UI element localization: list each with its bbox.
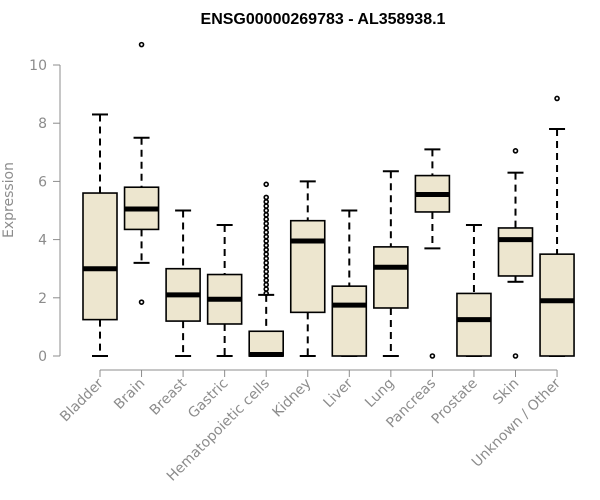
outlier-point	[263, 246, 270, 253]
iqr-box	[497, 227, 534, 277]
outlier-point	[263, 264, 270, 271]
x-tick-label: Lung	[362, 376, 397, 411]
box-hematopoietic-cells	[248, 181, 284, 358]
box-breast	[165, 209, 201, 357]
outlier-point	[263, 273, 270, 279]
x-tick-label: Brain	[111, 376, 148, 413]
box-brain	[123, 41, 160, 305]
outlier-point	[263, 281, 270, 288]
outlier-point	[263, 251, 270, 257]
outlier-point	[263, 220, 270, 227]
x-tick-label: Liver	[321, 375, 357, 411]
outlier-point	[263, 286, 270, 292]
x-tick-label: Breast	[147, 375, 191, 419]
iqr-box	[456, 292, 492, 357]
x-tick-label: Bladder	[57, 375, 107, 425]
box-unknown-other	[539, 95, 575, 357]
y-tick-label: 6	[38, 174, 47, 190]
box-pancreas	[414, 148, 451, 359]
iqr-box	[539, 253, 575, 357]
outlier-point	[554, 95, 560, 102]
outlier-point	[512, 148, 519, 154]
x-tick-label: Kidney	[270, 376, 315, 421]
outlier-point	[263, 198, 270, 205]
y-axis: 0 2 4 6 8 10	[29, 58, 61, 365]
iqr-box	[289, 219, 326, 314]
outlier-point	[263, 207, 270, 214]
y-tick-label: 0	[38, 349, 47, 365]
iqr-box	[248, 330, 284, 357]
outlier-point	[263, 238, 270, 244]
box-prostate	[456, 224, 492, 357]
box-bladder	[82, 113, 118, 357]
box-skin	[497, 148, 534, 359]
outlier-point	[263, 225, 270, 231]
outlier-point	[263, 233, 270, 240]
x-tick-label: Prostate	[429, 376, 481, 428]
box-kidney	[289, 180, 326, 357]
outlier-point	[512, 353, 519, 359]
iqr-box	[331, 285, 368, 357]
outlier-point	[138, 299, 145, 305]
y-tick-label: 2	[38, 291, 47, 307]
x-tick-label: Skin	[490, 376, 522, 408]
outlier-point	[263, 194, 270, 201]
outlier-point	[263, 181, 270, 188]
box-lung	[373, 170, 409, 357]
chart-title: ENSG00000269783 - AL358938.1	[201, 11, 446, 28]
box-gastric	[206, 224, 243, 357]
outlier-point	[263, 242, 270, 249]
outlier-point	[263, 216, 270, 223]
y-axis-label: Expression	[1, 162, 17, 238]
y-tick-label: 8	[38, 116, 47, 132]
outlier-point	[138, 41, 145, 48]
box-liver	[331, 209, 368, 357]
y-tick-label: 4	[38, 233, 47, 249]
outlier-point	[263, 290, 270, 297]
y-tick-label: 10	[29, 58, 47, 74]
boxes-group	[82, 41, 575, 359]
outlier-point	[263, 277, 270, 284]
outlier-point	[263, 212, 270, 218]
outlier-point	[429, 353, 436, 359]
iqr-box	[373, 246, 409, 309]
outlier-point	[263, 255, 270, 262]
iqr-box	[82, 192, 118, 321]
outlier-point	[263, 203, 270, 209]
outlier-point	[263, 260, 270, 266]
outlier-point	[263, 229, 270, 236]
outlier-point	[263, 268, 270, 275]
